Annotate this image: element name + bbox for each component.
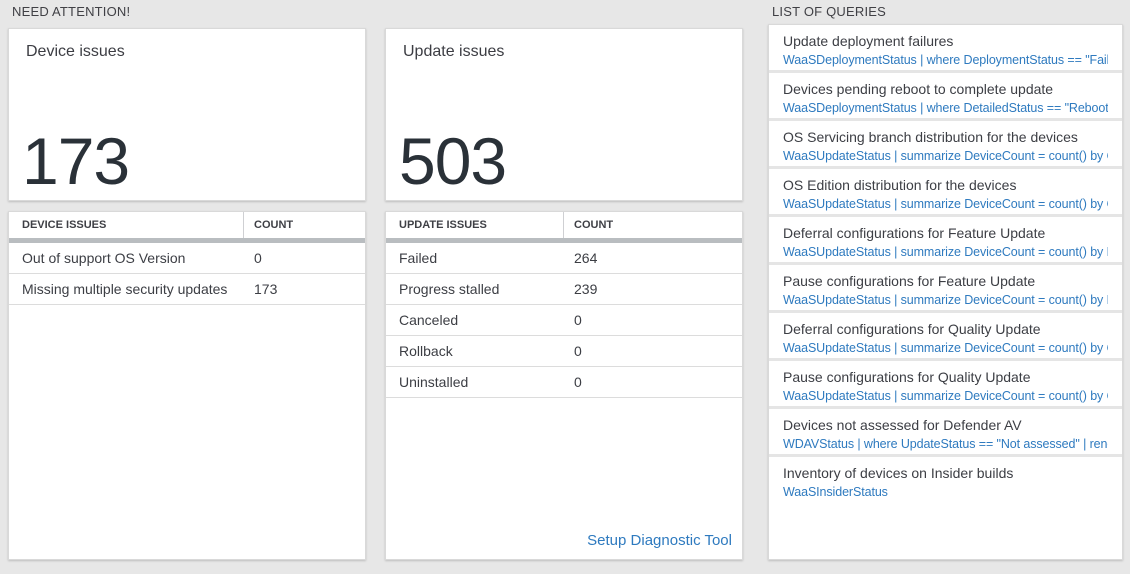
table-header-row: UPDATE ISSUES COUNT (386, 212, 742, 238)
device-issues-table: DEVICE ISSUES COUNT Out of support OS Ve… (8, 211, 366, 560)
query-item[interactable]: Pause configurations for Feature Update … (769, 265, 1122, 313)
issue-name-cell: Progress stalled (399, 281, 500, 297)
query-item[interactable]: Pause configurations for Quality Update … (769, 361, 1122, 409)
query-item[interactable]: Deferral configurations for Quality Upda… (769, 313, 1122, 361)
query-title: Devices pending reboot to complete updat… (783, 81, 1054, 97)
issue-name-cell: Uninstalled (399, 374, 469, 390)
issue-name-cell: Failed (399, 250, 438, 266)
query-title: Update deployment failures (783, 33, 954, 49)
device-issues-column-header: DEVICE ISSUES (9, 212, 244, 238)
issue-name-cell: Canceled (399, 312, 459, 328)
query-code-link[interactable]: WaaSUpdateStatus | summarize DeviceCount… (783, 197, 1108, 211)
query-title: Pause configurations for Quality Update (783, 369, 1031, 385)
issue-name-cell: Rollback (399, 343, 453, 359)
table-header-row: DEVICE ISSUES COUNT (9, 212, 365, 238)
query-item[interactable]: Deferral configurations for Feature Upda… (769, 217, 1122, 265)
query-list-panel: Update deployment failures WaaSDeploymen… (768, 24, 1123, 560)
table-row[interactable]: Out of support OS Version 0 (9, 243, 365, 274)
need-attention-section-label: NEED ATTENTION! (12, 4, 131, 19)
table-row[interactable]: Canceled 0 (386, 305, 742, 336)
query-title: OS Servicing branch distribution for the… (783, 129, 1078, 145)
update-issues-table: UPDATE ISSUES COUNT Failed 264 Progress … (385, 211, 743, 560)
device-issues-card-title: Device issues (26, 43, 125, 60)
query-code-link[interactable]: WaaSInsiderStatus (783, 485, 888, 499)
query-code-link[interactable]: WaaSDeploymentStatus | where DeploymentS… (783, 53, 1108, 67)
query-title: Deferral configurations for Feature Upda… (783, 225, 1046, 241)
query-title: Deferral configurations for Quality Upda… (783, 321, 1041, 337)
query-code-link[interactable]: WaaSDeploymentStatus | where DetailedSta… (783, 101, 1108, 115)
table-row[interactable]: Missing multiple security updates 173 (9, 274, 365, 305)
update-issues-column-header: UPDATE ISSUES (386, 212, 564, 238)
count-cell: 239 (574, 281, 598, 297)
query-code-link[interactable]: WaaSUpdateStatus | summarize DeviceCount… (783, 245, 1108, 259)
query-item[interactable]: Update deployment failures WaaSDeploymen… (769, 25, 1122, 73)
table-header-divider (9, 238, 365, 243)
query-code-link[interactable]: WaaSUpdateStatus | summarize DeviceCount… (783, 293, 1108, 307)
issue-name-cell: Missing multiple security updates (22, 281, 228, 297)
count-cell: 0 (574, 374, 582, 390)
table-row[interactable]: Rollback 0 (386, 336, 742, 367)
query-code-link[interactable]: WaaSUpdateStatus | summarize DeviceCount… (783, 149, 1108, 163)
update-issues-count: 503 (399, 123, 507, 198)
query-item[interactable]: Devices pending reboot to complete updat… (769, 73, 1122, 121)
count-cell: 0 (254, 250, 262, 266)
count-column-header: COUNT (574, 219, 614, 231)
table-row[interactable]: Progress stalled 239 (386, 274, 742, 305)
query-code-link[interactable]: WaaSUpdateStatus | summarize DeviceCount… (783, 389, 1108, 403)
query-item[interactable]: OS Servicing branch distribution for the… (769, 121, 1122, 169)
count-cell: 264 (574, 250, 598, 266)
count-column-header: COUNT (254, 219, 294, 231)
count-cell: 0 (574, 343, 582, 359)
query-item[interactable]: OS Edition distribution for the devices … (769, 169, 1122, 217)
table-row[interactable]: Uninstalled 0 (386, 367, 742, 398)
table-header-divider (386, 238, 742, 243)
list-of-queries-section-label: LIST OF QUERIES (772, 4, 887, 19)
query-item[interactable]: Devices not assessed for Defender AV WDA… (769, 409, 1122, 457)
query-title: OS Edition distribution for the devices (783, 177, 1017, 193)
device-issues-card[interactable]: Device issues 173 (8, 28, 366, 201)
query-title: Devices not assessed for Defender AV (783, 417, 1022, 433)
count-cell: 0 (574, 312, 582, 328)
query-code-link[interactable]: WaaSUpdateStatus | summarize DeviceCount… (783, 341, 1108, 355)
device-issues-count: 173 (22, 123, 130, 198)
update-issues-card[interactable]: Update issues 503 (385, 28, 743, 201)
update-issues-card-title: Update issues (403, 43, 505, 60)
table-row[interactable]: Failed 264 (386, 243, 742, 274)
query-item[interactable]: Inventory of devices on Insider builds W… (769, 457, 1122, 502)
query-title: Pause configurations for Feature Update (783, 273, 1036, 289)
query-code-link[interactable]: WDAVStatus | where UpdateStatus == "Not … (783, 437, 1108, 451)
issue-name-cell: Out of support OS Version (22, 250, 186, 266)
query-title: Inventory of devices on Insider builds (783, 465, 1014, 481)
setup-diagnostic-tool-link[interactable]: Setup Diagnostic Tool (587, 532, 732, 549)
count-cell: 173 (254, 281, 278, 297)
